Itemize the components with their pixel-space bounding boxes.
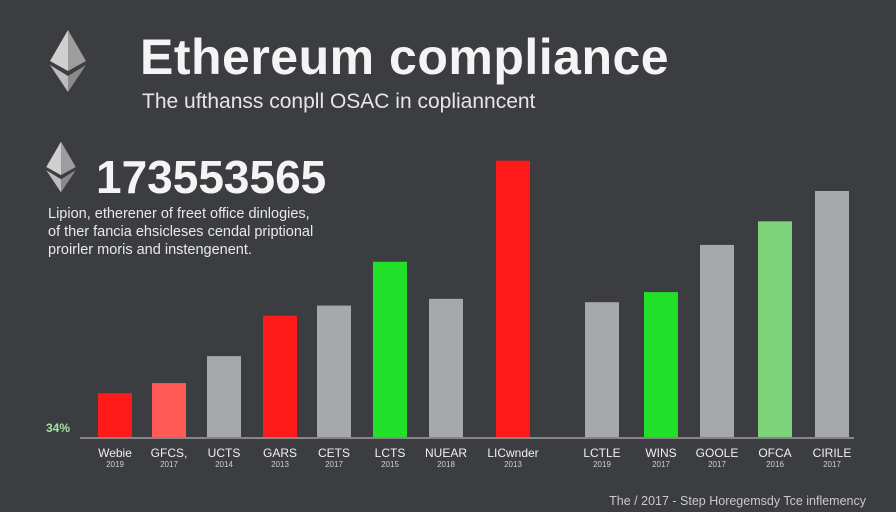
category-label: GFCS, xyxy=(151,446,188,460)
year-label: 2018 xyxy=(437,460,455,469)
year-label: 2013 xyxy=(271,460,289,469)
category-label: OFCA xyxy=(758,446,791,460)
year-label: 2014 xyxy=(215,460,233,469)
category-label: CETS xyxy=(318,446,350,460)
category-label: LCTLE xyxy=(583,446,620,460)
bar-gfcs xyxy=(152,383,186,437)
year-label: 2013 xyxy=(504,460,522,469)
year-label: 2017 xyxy=(160,460,178,469)
percent-label: 34% xyxy=(46,421,71,435)
bar-webie xyxy=(98,393,132,437)
stat-value: 173553565 xyxy=(96,151,327,203)
category-label: CIRILE xyxy=(813,446,852,460)
bar-lcts xyxy=(373,261,407,437)
bar-cirile xyxy=(815,190,849,437)
category-label: GARS xyxy=(263,446,297,460)
description-line: proirler moris and instengenent. xyxy=(48,242,252,258)
bar-wins xyxy=(644,292,678,437)
description-line: Lipion, etherener of freet office dinlog… xyxy=(48,206,310,222)
category-label: UCTS xyxy=(208,446,241,460)
bar-ofca xyxy=(758,221,792,437)
year-label: 2019 xyxy=(106,460,124,469)
category-label: LICwnder xyxy=(487,446,538,460)
page-title: Ethereum compliance xyxy=(140,29,670,85)
bar-licwnder xyxy=(496,160,530,437)
category-label: Webie xyxy=(98,446,132,460)
year-label: 2017 xyxy=(708,460,726,469)
category-label: LCTS xyxy=(375,446,406,460)
bar-gars xyxy=(263,315,297,437)
bar-lctle xyxy=(585,302,619,437)
footer-caption: The / 2017 - Step Horegemsdy Tce infleme… xyxy=(609,494,866,508)
year-label: 2019 xyxy=(593,460,611,469)
year-label: 2017 xyxy=(652,460,670,469)
bar-goole xyxy=(700,244,734,437)
bar-nuear xyxy=(429,298,463,437)
year-label: 2017 xyxy=(823,460,841,469)
ethereum-logo-icon xyxy=(50,30,86,92)
category-label: NUEAR xyxy=(425,446,467,460)
description-line: of ther fancia ehsicleses cendal priptio… xyxy=(48,224,314,240)
year-label: 2015 xyxy=(381,460,399,469)
year-label: 2017 xyxy=(325,460,343,469)
ethereum-small-icon xyxy=(46,141,76,193)
bar-ucts xyxy=(207,356,241,437)
page-subtitle: The ufthanss conpll OSAC in coplianncent xyxy=(142,90,536,113)
category-label: GOOLE xyxy=(696,446,739,460)
category-label: WINS xyxy=(645,446,676,460)
year-label: 2016 xyxy=(766,460,784,469)
stat-description: Lipion, etherener of freet office dinlog… xyxy=(48,205,348,259)
bar-cets xyxy=(317,305,351,437)
